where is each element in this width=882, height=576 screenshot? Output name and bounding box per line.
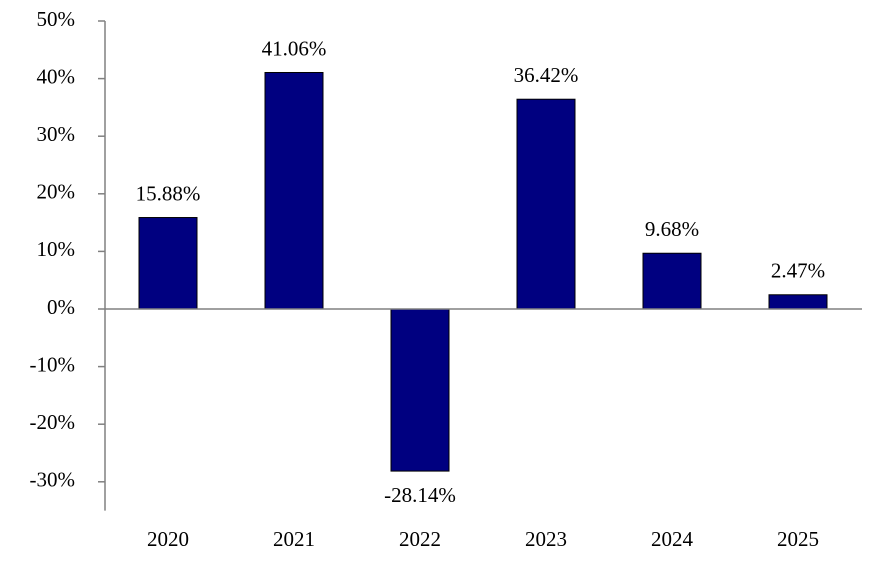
x-tick-label: 2024 xyxy=(651,527,694,551)
value-label: 15.88% xyxy=(136,181,201,205)
value-label: 36.42% xyxy=(514,63,579,87)
x-tick-label: 2020 xyxy=(147,527,189,551)
x-tick-label: 2022 xyxy=(399,527,441,551)
value-label: -28.14% xyxy=(384,483,456,507)
x-tick-label: 2021 xyxy=(273,527,315,551)
value-label: 9.68% xyxy=(645,217,699,241)
bar xyxy=(390,308,450,472)
y-tick-label: 0% xyxy=(47,295,75,319)
y-tick-label: 10% xyxy=(37,237,76,261)
y-tick-label: -30% xyxy=(30,468,76,492)
y-tick-label: -20% xyxy=(30,410,76,434)
x-tick-label: 2025 xyxy=(777,527,819,551)
bar xyxy=(264,71,324,310)
y-tick-label: -10% xyxy=(30,352,76,376)
value-label: 41.06% xyxy=(262,36,327,60)
y-tick-label: 50% xyxy=(37,7,76,31)
x-tick-label: 2023 xyxy=(525,527,567,551)
y-tick-label: 40% xyxy=(37,64,76,88)
y-tick-label: 30% xyxy=(37,122,76,146)
bar xyxy=(642,252,702,310)
value-label: 2.47% xyxy=(771,259,825,283)
bar xyxy=(768,294,828,310)
y-tick-label: 20% xyxy=(37,180,76,204)
bar xyxy=(138,217,198,310)
bar xyxy=(516,98,576,310)
